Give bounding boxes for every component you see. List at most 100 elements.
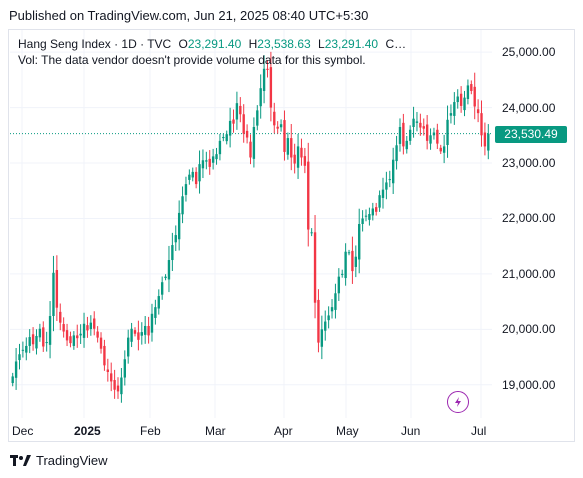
candle-body[interactable] bbox=[279, 124, 283, 128]
candle-body[interactable] bbox=[358, 224, 361, 260]
candle-body[interactable] bbox=[45, 342, 48, 344]
candle-body[interactable] bbox=[113, 380, 116, 390]
candle-body[interactable] bbox=[290, 138, 293, 158]
candle-body[interactable] bbox=[59, 311, 62, 323]
candle-body[interactable] bbox=[171, 245, 174, 261]
candle-body[interactable] bbox=[106, 369, 110, 372]
candle-body[interactable] bbox=[310, 232, 313, 234]
candle-body[interactable] bbox=[208, 158, 211, 167]
candle-body[interactable] bbox=[313, 232, 317, 303]
candle-body[interactable] bbox=[368, 214, 371, 220]
candle-body[interactable] bbox=[364, 215, 368, 217]
candle-body[interactable] bbox=[222, 136, 225, 139]
candle-body[interactable] bbox=[89, 322, 93, 330]
candle-body[interactable] bbox=[42, 327, 45, 347]
candle-body[interactable] bbox=[378, 195, 381, 208]
candle-body[interactable] bbox=[120, 377, 123, 395]
candle-body[interactable] bbox=[11, 376, 14, 384]
candle-body[interactable] bbox=[31, 334, 35, 345]
candle-body[interactable] bbox=[307, 161, 310, 230]
candle-body[interactable] bbox=[69, 336, 72, 344]
candle-body[interactable] bbox=[103, 345, 106, 366]
candle-body[interactable] bbox=[463, 97, 466, 111]
candle-body[interactable] bbox=[317, 299, 320, 343]
candle-body[interactable] bbox=[388, 179, 391, 181]
candle-body[interactable] bbox=[205, 160, 208, 162]
candle-body[interactable] bbox=[347, 252, 351, 254]
candle-body[interactable] bbox=[143, 325, 147, 335]
candle-body[interactable] bbox=[327, 315, 330, 321]
candle-body[interactable] bbox=[293, 154, 296, 164]
candle-body[interactable] bbox=[385, 182, 388, 190]
candle-body[interactable] bbox=[398, 127, 402, 144]
candle-body[interactable] bbox=[82, 323, 86, 338]
candle-body[interactable] bbox=[96, 331, 99, 338]
candle-body[interactable] bbox=[235, 103, 239, 120]
candle-body[interactable] bbox=[419, 122, 422, 128]
candle-body[interactable] bbox=[412, 118, 415, 127]
candle-body[interactable] bbox=[459, 93, 463, 106]
candle-body[interactable] bbox=[123, 359, 126, 378]
candle-body[interactable] bbox=[259, 88, 262, 107]
candle-body[interactable] bbox=[286, 138, 290, 155]
candle-body[interactable] bbox=[276, 126, 279, 129]
candle-body[interactable] bbox=[266, 68, 269, 70]
candle-body[interactable] bbox=[239, 105, 242, 115]
footer[interactable]: TradingView bbox=[10, 453, 108, 468]
candle-body[interactable] bbox=[116, 385, 120, 392]
candle-body[interactable] bbox=[456, 96, 459, 103]
candle-body[interactable] bbox=[160, 282, 164, 295]
candle-body[interactable] bbox=[188, 174, 191, 180]
candle-body[interactable] bbox=[283, 120, 286, 152]
candle-body[interactable] bbox=[191, 171, 194, 178]
candle-body[interactable] bbox=[252, 127, 256, 159]
candle-body[interactable] bbox=[324, 321, 327, 331]
candle-body[interactable] bbox=[439, 147, 442, 152]
candle-body[interactable] bbox=[76, 335, 79, 339]
candle-body[interactable] bbox=[405, 140, 408, 150]
candle-body[interactable] bbox=[395, 145, 398, 162]
candle-body[interactable] bbox=[429, 135, 432, 144]
candle-body[interactable] bbox=[225, 134, 228, 142]
candle-body[interactable] bbox=[228, 120, 232, 136]
candle-body[interactable] bbox=[422, 126, 425, 129]
candle-body[interactable] bbox=[62, 324, 65, 332]
candle-body[interactable] bbox=[35, 335, 38, 349]
candle-body[interactable] bbox=[79, 333, 82, 336]
candle-body[interactable] bbox=[181, 196, 184, 215]
candle-body[interactable] bbox=[453, 102, 456, 116]
candle-body[interactable] bbox=[351, 250, 354, 272]
candle-body[interactable] bbox=[303, 156, 307, 166]
candle-body[interactable] bbox=[110, 373, 113, 382]
candle-body[interactable] bbox=[157, 296, 160, 309]
candle-body[interactable] bbox=[167, 260, 171, 280]
candle-body[interactable] bbox=[211, 156, 215, 163]
candle-body[interactable] bbox=[249, 141, 252, 158]
candle-body[interactable] bbox=[164, 276, 167, 279]
candle-body[interactable] bbox=[436, 129, 439, 144]
candle-body[interactable] bbox=[86, 325, 89, 331]
candle-body[interactable] bbox=[48, 316, 52, 345]
candle-body[interactable] bbox=[127, 337, 130, 357]
candle-body[interactable] bbox=[177, 212, 181, 240]
candle-body[interactable] bbox=[375, 207, 378, 212]
candle-body[interactable] bbox=[140, 332, 143, 336]
candle-body[interactable] bbox=[150, 313, 154, 333]
candle-body[interactable] bbox=[14, 361, 18, 378]
candle-body[interactable] bbox=[256, 110, 259, 126]
candle-body[interactable] bbox=[242, 114, 245, 134]
candle-body[interactable] bbox=[93, 318, 96, 329]
candle-body[interactable] bbox=[480, 113, 483, 136]
candle-body[interactable] bbox=[466, 85, 470, 100]
candle-body[interactable] bbox=[344, 251, 347, 279]
candle-body[interactable] bbox=[245, 130, 249, 138]
candle-body[interactable] bbox=[415, 121, 419, 123]
candle-body[interactable] bbox=[184, 184, 188, 195]
candle-body[interactable] bbox=[38, 328, 42, 338]
candle-body[interactable] bbox=[28, 337, 31, 346]
candle-body[interactable] bbox=[269, 67, 273, 108]
candle-body[interactable] bbox=[402, 122, 405, 147]
candle-body[interactable] bbox=[476, 109, 480, 114]
candle-body[interactable] bbox=[381, 189, 385, 198]
